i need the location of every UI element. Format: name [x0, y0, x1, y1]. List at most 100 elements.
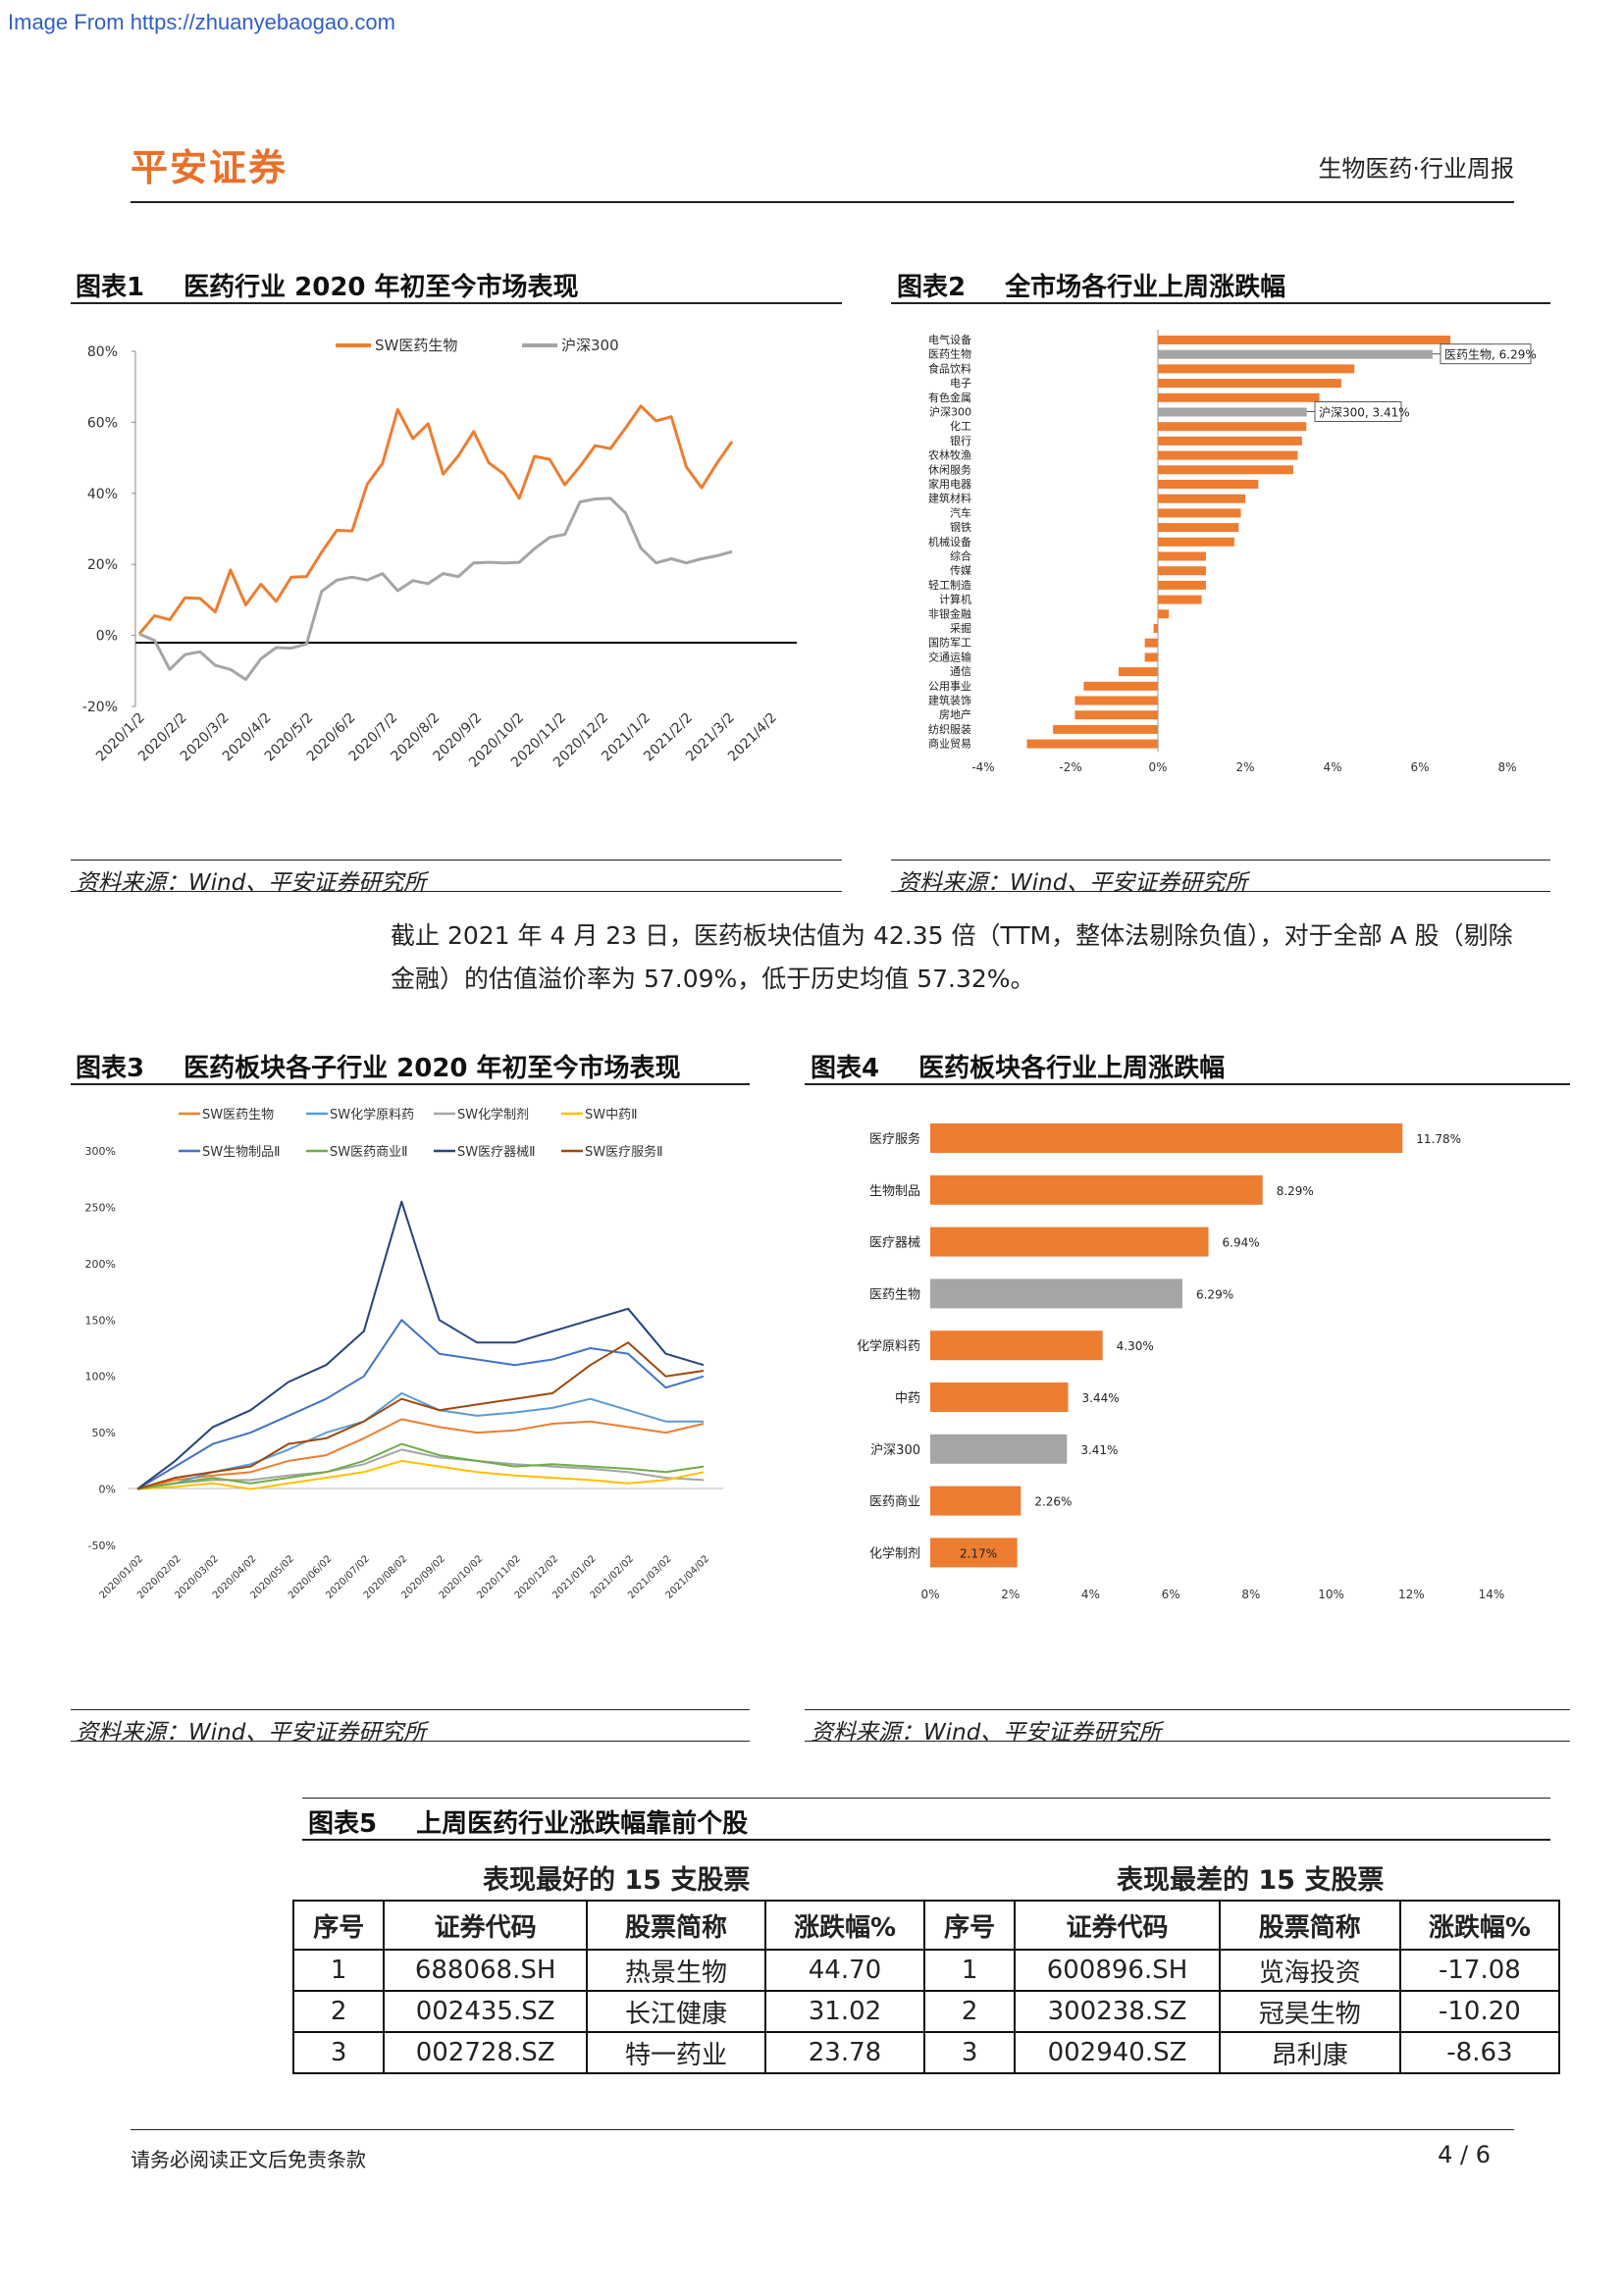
- series-line: [136, 1459, 705, 1490]
- table-cell: 1: [291, 1949, 386, 1992]
- category-label: 食品饮料: [928, 361, 971, 375]
- bar: [930, 1383, 1069, 1412]
- bar: [930, 1278, 1182, 1309]
- col-header: 序号: [922, 1900, 1017, 1951]
- table-cell: -17.08: [1398, 1949, 1561, 1992]
- x-tick-label: 0%: [1148, 760, 1167, 774]
- category-label: 通信: [950, 665, 971, 678]
- figure2-number: 图表2: [897, 273, 967, 302]
- figure4-source-rule: [805, 1741, 1570, 1742]
- bar: [1158, 580, 1206, 590]
- bar: [1074, 696, 1158, 705]
- bar: [1158, 364, 1355, 374]
- y-tick-label: 150%: [85, 1314, 116, 1327]
- table-cell: 3: [922, 2031, 1017, 2074]
- bar-value-label: 4.30%: [1117, 1339, 1154, 1353]
- bar: [930, 1538, 1018, 1568]
- bar-value-label: 3.44%: [1082, 1391, 1120, 1405]
- category-label: 中药: [895, 1391, 920, 1406]
- x-tick-label: 14%: [1479, 1588, 1505, 1601]
- source-url[interactable]: Image From https://zhuanyebaogao.com: [8, 10, 395, 34]
- table-cell: 23.78: [764, 2031, 925, 2074]
- figure5-number: 图表5: [308, 1809, 378, 1839]
- bar: [930, 1174, 1263, 1205]
- x-tick-label: 0%: [920, 1588, 939, 1601]
- table-row: 2 002435.SZ 长江健康 31.02 2 300238.SZ 冠昊生物 …: [291, 1990, 1561, 2033]
- bar: [1118, 667, 1158, 677]
- bar: [1158, 422, 1307, 432]
- report-category: 生物医药·行业周报: [1318, 155, 1514, 183]
- figure4-title: 图表4 医药板块各行业上周涨跌幅: [811, 1048, 1225, 1084]
- col-header: 股票简称: [1218, 1900, 1401, 1951]
- category-label: 医药生物: [928, 347, 971, 361]
- figure3-title: 图表3 医药板块各子行业 2020 年初至今市场表现: [76, 1048, 681, 1084]
- figure4-number: 图表4: [811, 1054, 880, 1083]
- bar-value-label: 6.29%: [1196, 1287, 1233, 1301]
- figure1-title-text: 医药行业 2020 年初至今市场表现: [183, 273, 579, 302]
- y-tick-label: 80%: [87, 344, 118, 360]
- category-label: 化学制剂: [869, 1545, 920, 1561]
- category-label: 房地产: [939, 707, 971, 721]
- y-tick-label: 200%: [85, 1258, 116, 1271]
- bar: [1158, 566, 1206, 576]
- category-label: 机械设备: [928, 535, 971, 548]
- bar: [1158, 392, 1320, 402]
- bar-value-label: 3.41%: [1080, 1443, 1118, 1457]
- category-label: 轻工制造: [928, 578, 971, 592]
- x-tick-label: 4%: [1081, 1588, 1100, 1601]
- legend-label: SW中药Ⅱ: [585, 1108, 638, 1122]
- figure2-bottom-rule: [891, 860, 1550, 861]
- figure3-chart: SW医药生物 SW化学原料药 SW化学制剂 SW中药Ⅱ SW生物制品Ⅱ SW医药商业Ⅱ SW…: [85, 1107, 723, 1601]
- legend-label: SW医疗器械Ⅱ: [457, 1145, 536, 1160]
- series-line: [138, 496, 733, 681]
- bar-value-label: 6.94%: [1223, 1236, 1260, 1250]
- category-label: 沪深300: [929, 405, 971, 419]
- x-tick-label: 12%: [1398, 1588, 1425, 1601]
- figure5-title-text: 上周医药行业涨跌幅靠前个股: [416, 1809, 749, 1839]
- x-tick-label: 8%: [1497, 760, 1516, 774]
- table-cell: 热景生物: [585, 1949, 767, 1992]
- callout-box: [1314, 401, 1402, 422]
- table-cell: 44.70: [764, 1949, 925, 1992]
- bar-value-label: 8.29%: [1277, 1184, 1314, 1198]
- series-line: [136, 1319, 705, 1490]
- category-label: 化工: [950, 419, 971, 433]
- bar: [930, 1486, 1022, 1516]
- bar: [1158, 465, 1293, 475]
- category-label: 采掘: [950, 621, 971, 635]
- bar-value-label: 11.78%: [1416, 1132, 1461, 1146]
- figure1-number: 图表1: [76, 273, 145, 302]
- x-tick-label: 2%: [1235, 760, 1254, 774]
- table-cell: -8.63: [1398, 2031, 1561, 2074]
- table-cell: 长江健康: [585, 1990, 767, 2033]
- bar: [1158, 336, 1451, 344]
- col-header: 序号: [291, 1900, 386, 1951]
- bar: [1158, 379, 1341, 389]
- series-line: [136, 1200, 705, 1490]
- category-label: 电子: [950, 377, 971, 390]
- category-label: 计算机: [939, 593, 971, 606]
- stock-table-header: 序号 证券代码 股票简称 涨跌幅% 序号 证券代码 股票简称 涨跌幅%: [291, 1900, 1561, 1951]
- legend-label: SW医药生物: [375, 337, 457, 354]
- series-line: [136, 1391, 704, 1490]
- table-cell: 002940.SZ: [1014, 2031, 1221, 2074]
- category-label: 非银金融: [928, 606, 971, 620]
- category-label: 医疗器械: [869, 1236, 920, 1251]
- y-tick-label: 20%: [87, 557, 118, 573]
- valuation-paragraph: 截止 2021 年 4 月 23 日，医药板块估值为 42.35 倍（TTM，整…: [391, 921, 1513, 993]
- figure1-title: 图表1 医药行业 2020 年初至今市场表现: [76, 267, 579, 303]
- figure2-chart: 电气设备医药生物食品饮料电子有色金属沪深300化工银行农林牧渔休闲服务家用电器建…: [928, 330, 1537, 774]
- bar: [1158, 523, 1239, 533]
- callout-label: 沪深300, 3.41%: [1319, 406, 1410, 420]
- legend-label: SW生物制品Ⅱ: [202, 1145, 281, 1160]
- category-label: 国防军工: [928, 636, 971, 650]
- figure5-top-rule: [302, 1798, 1550, 1799]
- legend-label: SW化学制剂: [457, 1107, 529, 1122]
- table-cell: 600896.SH: [1014, 1949, 1221, 1992]
- figure2-title-text: 全市场各行业上周涨跌幅: [1005, 273, 1286, 302]
- y-tick-label: -50%: [88, 1539, 116, 1552]
- category-label: 汽车: [950, 505, 971, 519]
- category-label: 农林牧渔: [928, 448, 971, 462]
- bar: [930, 1331, 1103, 1361]
- callout-box: [1440, 343, 1532, 365]
